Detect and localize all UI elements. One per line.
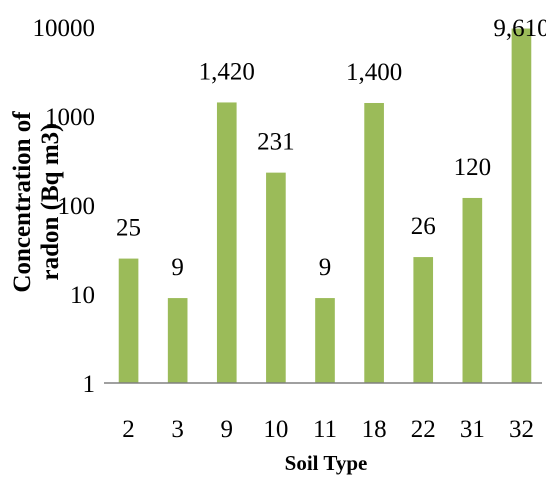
x-tick-labels: 2 3 9 10 11 18 22 31 32	[122, 416, 534, 443]
data-labels: 25 9 1,420 231 9 1,400 26 120 9,610	[116, 15, 546, 281]
x-tick-label: 9	[221, 416, 234, 443]
bar	[511, 28, 532, 383]
y-axis-title-line-2: radon (Bq m3)	[37, 124, 64, 281]
data-label: 9	[319, 254, 332, 281]
x-tick-label: 22	[411, 416, 436, 443]
data-label: 9,610	[493, 15, 546, 42]
bar	[315, 298, 335, 383]
x-tick-label: 18	[362, 416, 387, 443]
y-tick-labels: 1 10 100 1000 10000	[33, 15, 96, 398]
bar	[167, 298, 188, 383]
data-label: 120	[454, 154, 492, 181]
x-axis-title: Soil Type	[285, 451, 368, 475]
y-tick-label: 10000	[33, 15, 96, 42]
bars	[118, 28, 532, 384]
data-label: 9	[171, 254, 184, 281]
bar	[364, 102, 384, 384]
y-axis-title-line-1: Concentration of	[9, 111, 36, 293]
data-label: 1,420	[199, 58, 255, 85]
x-tick-label: 32	[509, 416, 534, 443]
y-tick-label: 100	[58, 193, 96, 220]
data-label: 231	[257, 129, 295, 156]
x-tick-label: 3	[171, 416, 184, 443]
data-label: 26	[411, 213, 436, 240]
x-tick-label: 10	[263, 416, 288, 443]
y-axis-title: Concentration of radon (Bq m3)	[9, 111, 64, 293]
y-tick-label: 1	[83, 371, 96, 398]
bar	[413, 257, 434, 383]
data-label: 25	[116, 215, 141, 242]
x-tick-label: 2	[122, 416, 135, 443]
bar	[118, 258, 139, 383]
y-tick-label: 1000	[45, 104, 95, 131]
bar	[462, 197, 483, 383]
data-label: 1,400	[346, 59, 402, 86]
bar	[266, 172, 286, 383]
x-tick-label: 31	[460, 416, 485, 443]
bar	[216, 102, 237, 383]
x-tick-label: 11	[313, 416, 337, 443]
y-tick-label: 10	[70, 282, 95, 309]
